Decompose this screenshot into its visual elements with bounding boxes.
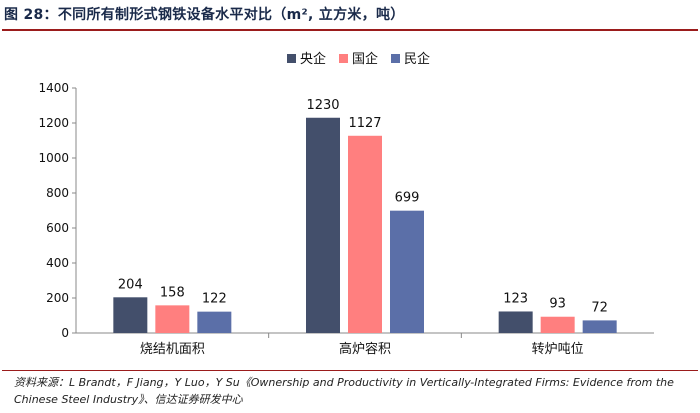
- category-label: 高炉容积: [339, 341, 391, 357]
- y-tick-label: 1400: [38, 81, 69, 95]
- bar-1-1: [113, 297, 148, 333]
- data-label: 123: [503, 291, 528, 306]
- data-label: 1127: [348, 116, 381, 131]
- bar-3-3: [582, 320, 617, 333]
- y-tick-label: 0: [61, 326, 69, 340]
- bar-3-1: [197, 311, 232, 333]
- data-label: 1230: [306, 98, 339, 113]
- bar-3-2: [390, 210, 424, 333]
- bar-2-1: [155, 305, 190, 333]
- data-label: 72: [591, 300, 608, 315]
- bar-1-3: [498, 311, 533, 333]
- bar-2-2: [348, 135, 382, 333]
- data-label: 158: [160, 285, 185, 300]
- data-label: 699: [395, 191, 420, 206]
- bar-2-3: [540, 316, 575, 333]
- y-tick-label: 200: [46, 291, 69, 305]
- category-label: 烧结机面积: [140, 342, 205, 357]
- legend-label: 民企: [404, 51, 430, 67]
- y-tick-label: 1200: [38, 116, 69, 130]
- legend-swatch: [339, 54, 348, 63]
- y-tick-label: 600: [46, 221, 69, 235]
- y-tick-label: 800: [46, 186, 69, 200]
- source-note: 资料来源：L Brandt，F Jiang，Y Luo，Y Su《Ownersh…: [14, 376, 674, 406]
- legend-swatch: [391, 54, 400, 63]
- y-tick-label: 1000: [38, 151, 69, 165]
- bar-1-2: [306, 117, 340, 333]
- legend-swatch: [287, 54, 296, 63]
- data-label: 204: [118, 277, 143, 292]
- source-rule: [2, 370, 698, 371]
- category-label: 转炉吨位: [532, 342, 584, 357]
- legend-label: 国企: [352, 51, 378, 67]
- data-label: 93: [549, 297, 566, 312]
- data-label: 122: [202, 292, 227, 307]
- legend-label: 央企: [300, 51, 326, 67]
- bar-chart: 0 200 400 600 800 1000 1200 1400 204 158 122 烧结机面积 1…: [38, 51, 654, 357]
- figure-title: 图 28：不同所有制形式钢铁设备水平对比（m², 立方米，吨）: [4, 7, 405, 23]
- title-rule: [2, 29, 698, 31]
- y-tick-label: 400: [46, 256, 69, 270]
